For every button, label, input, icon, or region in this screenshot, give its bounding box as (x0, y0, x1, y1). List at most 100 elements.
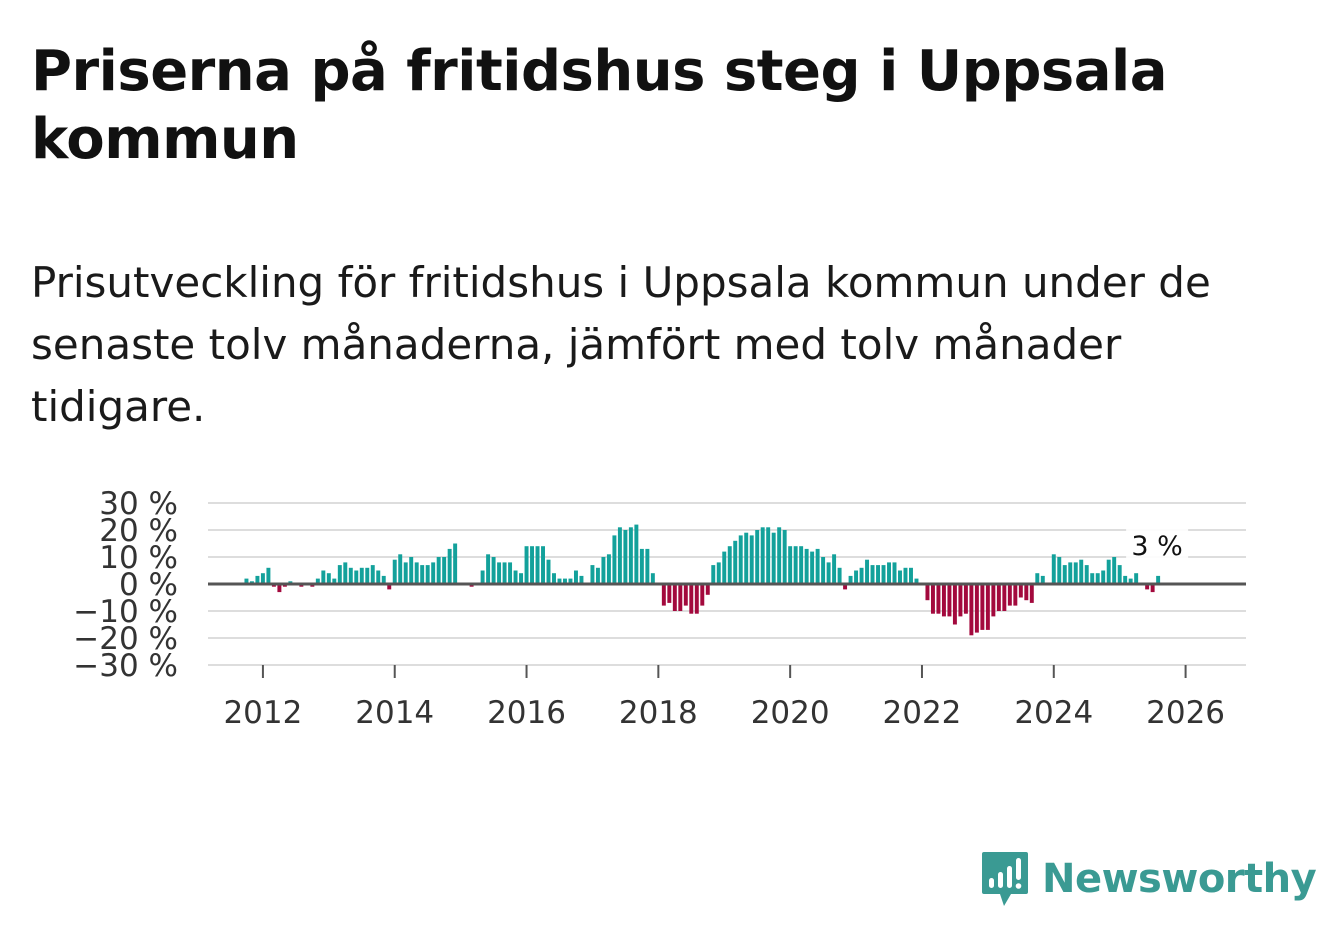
annotations: 3 % (1126, 527, 1189, 563)
bar (1062, 565, 1067, 584)
bar (1095, 573, 1100, 584)
bar (376, 570, 381, 584)
bar (623, 530, 628, 584)
bar (683, 584, 688, 606)
x-axis: 2012 2014 2016 2018 2020 2022 2024 2026 (223, 665, 1225, 731)
bar (617, 527, 622, 584)
last-value-label-bg (1126, 527, 1189, 563)
bar (244, 578, 249, 584)
bar (1150, 584, 1155, 593)
x-tick-label: 2020 (751, 695, 830, 731)
bar (486, 554, 491, 584)
bar (711, 565, 716, 584)
x-tick-label: 2024 (1014, 695, 1093, 731)
bar (881, 565, 886, 584)
bar (546, 559, 551, 584)
bar (996, 584, 1001, 611)
bar (392, 559, 397, 584)
bar (332, 578, 337, 584)
x-tick-label: 2018 (619, 695, 698, 731)
bar (365, 567, 370, 584)
bar (1013, 584, 1018, 606)
bar (513, 570, 518, 584)
bar (491, 557, 496, 584)
bar (1007, 584, 1012, 606)
bar (260, 573, 265, 584)
bar (497, 562, 502, 584)
bar (453, 543, 458, 584)
bar (579, 575, 584, 584)
bar (1068, 562, 1073, 584)
bar (381, 575, 386, 584)
bar (568, 578, 573, 584)
bar (821, 557, 826, 584)
bar (442, 557, 447, 584)
bar (1128, 578, 1133, 584)
bar-series (244, 524, 1161, 636)
bar (804, 548, 809, 584)
bar (826, 562, 831, 584)
bar (793, 546, 798, 584)
bar (727, 546, 732, 584)
bar (431, 562, 436, 584)
bar (1112, 557, 1117, 584)
bar (1035, 573, 1040, 584)
bar (315, 578, 320, 584)
bar (524, 546, 529, 584)
bar (738, 535, 743, 584)
bar (601, 557, 606, 584)
bar (1073, 562, 1078, 584)
bar (480, 570, 485, 584)
bar (343, 562, 348, 584)
bar (1024, 584, 1029, 601)
bar (744, 532, 749, 584)
bar (639, 548, 644, 584)
bar (1145, 584, 1150, 590)
bar (1090, 573, 1095, 584)
bar (420, 565, 425, 584)
bar (667, 584, 672, 603)
bar (354, 570, 359, 584)
bar (398, 554, 403, 584)
bar (502, 562, 507, 584)
newsworthy-logo-icon (982, 852, 1028, 906)
bar (519, 573, 524, 584)
bar (1134, 573, 1139, 584)
bar-chart: 30 %20 %10 %0 %−10 %−20 %−30 % 2012 2014 2… (73, 486, 1246, 731)
bar (563, 578, 567, 584)
x-tick-label: 2014 (355, 695, 434, 731)
newsworthy-logo: Newsworthy (980, 848, 1317, 910)
y-axis: 30 %20 %10 %0 %−10 %−20 %−30 % (73, 486, 178, 684)
bar (508, 562, 513, 584)
bar (590, 565, 595, 584)
bar (952, 584, 957, 625)
bar (606, 554, 611, 584)
bar (969, 584, 974, 636)
bar (909, 567, 913, 584)
bar (266, 567, 271, 584)
bar (530, 546, 534, 584)
bar (980, 584, 985, 630)
bar (689, 584, 694, 614)
bar (634, 524, 639, 584)
bar (782, 530, 787, 584)
bar (359, 567, 364, 584)
bar (661, 584, 666, 606)
bar (700, 584, 705, 606)
chart-subtitle: Prisutveckling för fritidshus i Uppsala … (31, 258, 1211, 431)
bar (788, 546, 793, 584)
bar (749, 535, 754, 584)
bar (760, 527, 765, 584)
bar (645, 548, 650, 584)
bar (766, 527, 771, 584)
bar (552, 573, 556, 584)
bar (678, 584, 683, 611)
bar (1079, 559, 1084, 584)
bar (963, 584, 968, 614)
x-tick-label: 2016 (487, 695, 566, 731)
bar (941, 584, 946, 617)
bar (716, 562, 721, 584)
y-tick-label: 10 % (99, 540, 178, 576)
bar (370, 565, 375, 584)
bar (777, 527, 782, 584)
